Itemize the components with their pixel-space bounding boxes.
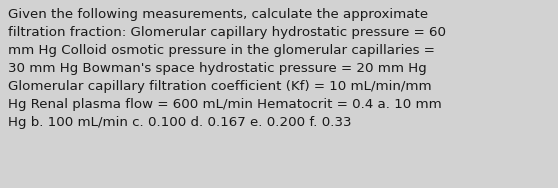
Text: Given the following measurements, calculate the approximate
filtration fraction:: Given the following measurements, calcul… bbox=[8, 8, 446, 129]
